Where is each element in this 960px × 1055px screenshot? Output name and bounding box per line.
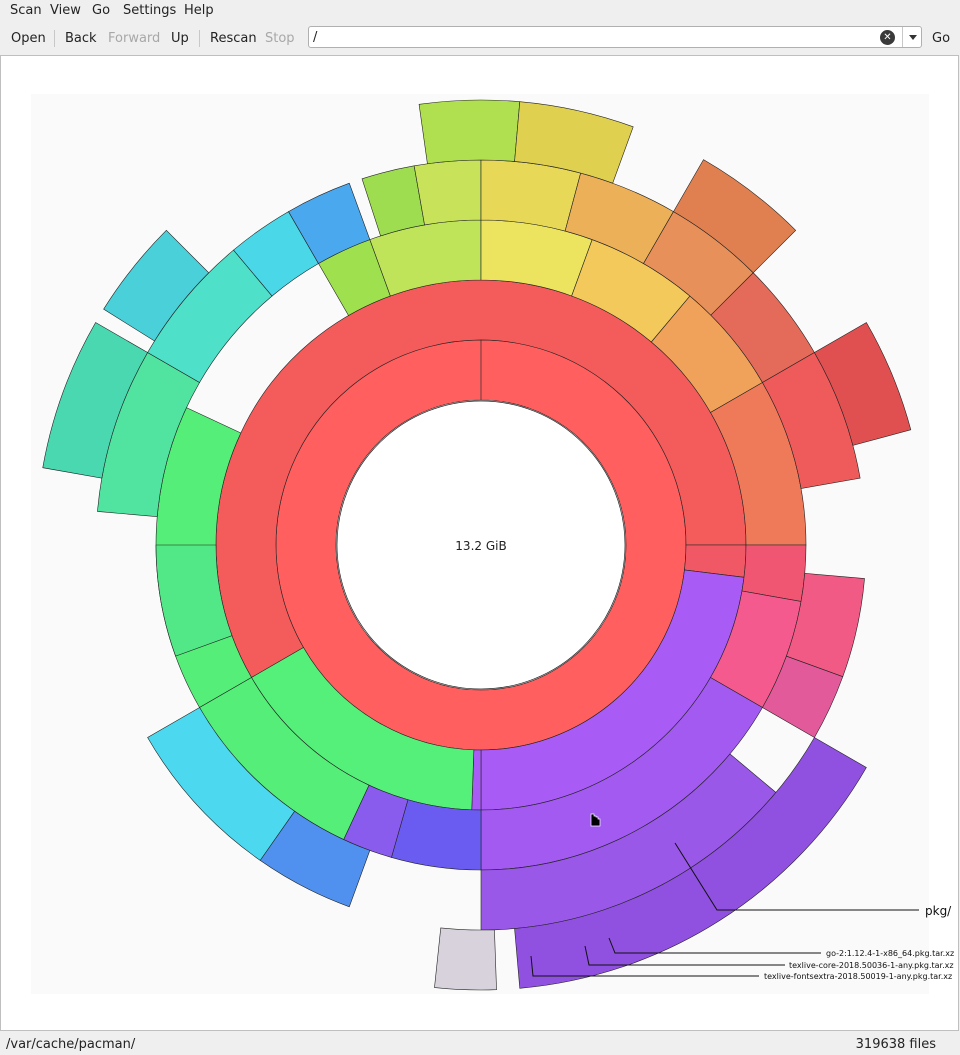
toolbar-separator [199, 30, 200, 47]
stop-button[interactable]: Stop [265, 31, 295, 46]
center-disc [336, 400, 626, 690]
menu-view[interactable]: View [50, 3, 81, 18]
ring4-seg-12[interactable] [762, 655, 844, 738]
label-pkg: pkg/ [925, 904, 952, 918]
status-file-count: 319638 files [855, 1037, 936, 1052]
callout-line-pkg [674, 842, 919, 911]
up-button[interactable]: Up [171, 31, 189, 46]
forward-button[interactable]: Forward [108, 31, 161, 46]
ring4-seg-5[interactable] [413, 159, 482, 226]
label-texlive-fontsextra: texlive-fontsextra-2018.50019-1-any.pkg.… [764, 972, 952, 981]
menu-go[interactable]: Go [92, 3, 111, 18]
clear-icon[interactable]: ✕ [880, 30, 895, 45]
label-texlive-core: texlive-core-2018.50036-1-any.pkg.tar.xz [789, 961, 954, 970]
ring5-seg-2[interactable] [418, 99, 521, 165]
callout-line-texlive-fontsextra [530, 955, 759, 977]
center-size-label: 13.2 GiB [455, 539, 506, 553]
ring5-seg-1[interactable] [103, 229, 210, 342]
sunburst-canvas[interactable]: 13.2 GiB pkg/ go-2:1.12.4-1-x86_64.pkg.t… [0, 55, 959, 1031]
rescan-button[interactable]: Rescan [210, 31, 257, 46]
menu-settings[interactable]: Settings [123, 3, 177, 18]
ring4-seg-15[interactable] [147, 707, 296, 861]
location-input[interactable]: / ✕ [308, 26, 922, 48]
ring5-seg-7[interactable] [434, 927, 497, 991]
callout-line-go [608, 937, 821, 954]
location-value: / [313, 30, 318, 45]
sunburst-chart[interactable]: 13.2 GiB pkg/ go-2:1.12.4-1-x86_64.pkg.t… [1, 56, 958, 1030]
mouse-cursor-icon [590, 813, 601, 827]
ring5-seg-0[interactable] [42, 322, 148, 479]
callout-line-texlive-core [584, 945, 785, 966]
menu-help[interactable]: Help [184, 3, 214, 18]
status-bar: /var/cache/pacman/ 319638 files [0, 1033, 960, 1055]
menubar: Scan View Go Settings Help [0, 0, 960, 22]
status-path: /var/cache/pacman/ [6, 1037, 136, 1052]
ring5-seg-3[interactable] [514, 101, 634, 184]
label-go: go-2:1.12.4-1-x86_64.pkg.tar.xz [826, 949, 954, 958]
menu-scan[interactable]: Scan [10, 3, 42, 18]
toolbar-separator [54, 30, 55, 47]
go-button[interactable]: Go [932, 31, 951, 46]
ring5-seg-4[interactable] [673, 159, 797, 274]
ring4-seg-3[interactable] [288, 182, 371, 264]
chevron-down-icon[interactable] [902, 27, 923, 47]
callout-lines [530, 842, 919, 977]
ring3-seg-1[interactable] [155, 544, 233, 657]
open-button[interactable]: Open [11, 31, 46, 46]
ring5-seg-6[interactable] [514, 737, 867, 989]
ring5-seg-5[interactable] [814, 322, 912, 446]
ring4-seg-6[interactable] [480, 159, 582, 232]
back-button[interactable]: Back [65, 31, 97, 46]
